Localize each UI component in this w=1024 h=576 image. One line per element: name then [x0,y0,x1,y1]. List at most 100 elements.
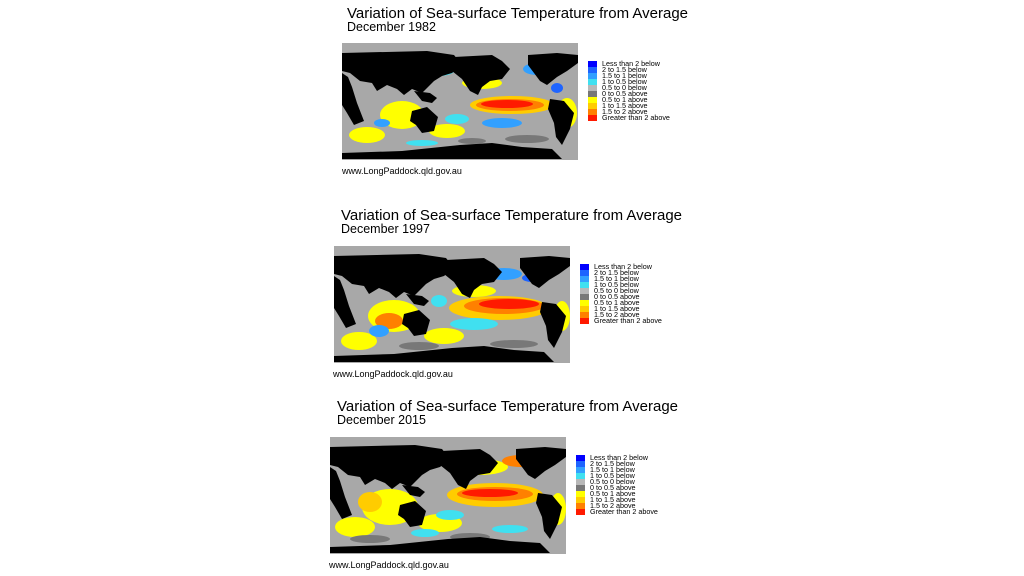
legend-label: 0.5 to 1 above [590,489,636,498]
world-map-svg [342,43,578,160]
panel-title: Variation of Sea-surface Temperature fro… [347,5,689,22]
legend-label: Greater than 2 above [594,316,662,325]
legend-item: 1 to 0.5 below [588,77,670,86]
legend-label: 2 to 1.5 below [594,268,639,277]
land-masses [330,445,566,553]
legend-item: 0 to 0.5 above [576,483,658,492]
legend-item: Greater than 2 above [580,316,662,325]
legend: Less than 2 below 2 to 1.5 below 1.5 to … [580,262,662,325]
legend-swatch [580,312,589,318]
legend-label: 0.5 to 1 above [594,298,640,307]
legend-label: 0.5 to 0 below [594,286,639,295]
legend-label: 1 to 1.5 above [594,304,640,313]
legend-swatch [576,485,585,491]
legend-label: 0 to 0.5 above [590,483,636,492]
legend-label: 1.5 to 2 above [590,501,636,510]
legend-item: 0.5 to 1 above [576,489,658,498]
legend-item: 2 to 1.5 below [580,268,662,277]
legend-item: 1.5 to 1 below [588,71,670,80]
legend-item: 1.5 to 2 above [576,501,658,510]
source-url: www.LongPaddock.qld.gov.au [342,166,462,176]
legend-swatch [576,461,585,467]
legend-item: 0.5 to 0 below [576,477,658,486]
legend-label: 1 to 0.5 below [590,471,635,480]
legend-label: 1 to 0.5 below [602,77,647,86]
legend-swatch [588,97,597,103]
legend-label: Less than 2 below [602,59,660,68]
legend-label: 0 to 0.5 above [602,89,648,98]
panel-subtitle: December 1997 [341,222,430,236]
legend-item: 2 to 1.5 below [588,65,670,74]
legend-label: 1.5 to 2 above [594,310,640,319]
legend-swatch [588,67,597,73]
legend-label: 2 to 1.5 below [602,65,647,74]
legend-label: 1 to 0.5 below [594,280,639,289]
panel-title: Variation of Sea-surface Temperature fro… [341,207,683,224]
legend-label: 1 to 1.5 above [590,495,636,504]
land-masses [342,51,578,159]
legend-item: 2 to 1.5 below [576,459,658,468]
panel-title: Variation of Sea-surface Temperature fro… [337,398,679,415]
legend-swatch [588,109,597,115]
legend-item: Less than 2 below [588,59,670,68]
legend-label: 0.5 to 1 above [602,95,648,104]
legend-swatch [588,73,597,79]
legend-swatch [576,503,585,509]
legend-label: 0 to 0.5 above [594,292,640,301]
legend-label: Less than 2 below [590,453,648,462]
legend-swatch [580,276,589,282]
legend-item: 1 to 1.5 above [580,304,662,313]
legend-item: 0.5 to 1 above [580,298,662,307]
legend-swatch [588,103,597,109]
legend-swatch [580,264,589,270]
legend-swatch [580,306,589,312]
legend-swatch [588,115,597,121]
legend-item: Greater than 2 above [576,507,658,516]
legend-item: 1 to 1.5 above [588,101,670,110]
legend-swatch [576,509,585,515]
legend-swatch [580,282,589,288]
sst-anomaly-map [330,437,566,554]
panel-subtitle: December 2015 [337,413,426,427]
legend-item: 0.5 to 0 below [580,286,662,295]
legend-label: 1 to 1.5 above [602,101,648,110]
legend-label: Greater than 2 above [602,113,670,122]
legend-item: 1.5 to 1 below [576,465,658,474]
legend-swatch [580,300,589,306]
legend-item: 1 to 0.5 below [576,471,658,480]
legend-swatch [580,270,589,276]
legend: Less than 2 below 2 to 1.5 below 1.5 to … [588,59,670,122]
legend: Less than 2 below 2 to 1.5 below 1.5 to … [576,453,658,516]
legend-item: 1.5 to 1 below [580,274,662,283]
legend-label: Greater than 2 above [590,507,658,516]
land-masses [334,254,570,362]
sst-anomaly-map [342,43,578,160]
legend-label: 1.5 to 2 above [602,107,648,116]
legend-swatch [588,79,597,85]
legend-swatch [580,294,589,300]
legend-label: 1.5 to 1 below [602,71,647,80]
legend-label: 1.5 to 1 below [594,274,639,283]
source-url: www.LongPaddock.qld.gov.au [333,369,453,379]
legend-item: 0 to 0.5 above [588,89,670,98]
legend-item: Less than 2 below [576,453,658,462]
legend-item: 1.5 to 2 above [588,107,670,116]
legend-swatch [588,91,597,97]
legend-swatch [576,479,585,485]
legend-swatch [588,85,597,91]
legend-label: 2 to 1.5 below [590,459,635,468]
legend-swatch [576,497,585,503]
legend-item: 0 to 0.5 above [580,292,662,301]
legend-label: 0.5 to 0 below [590,477,635,486]
legend-label: Less than 2 below [594,262,652,271]
legend-swatch [576,473,585,479]
legend-swatch [576,491,585,497]
legend-swatch [588,61,597,67]
legend-item: 1 to 1.5 above [576,495,658,504]
legend-item: Greater than 2 above [588,113,670,122]
world-map-svg [330,437,566,554]
sst-anomaly-map [334,246,570,363]
legend-item: 0.5 to 1 above [588,95,670,104]
legend-label: 1.5 to 1 below [590,465,635,474]
legend-label: 0.5 to 0 below [602,83,647,92]
